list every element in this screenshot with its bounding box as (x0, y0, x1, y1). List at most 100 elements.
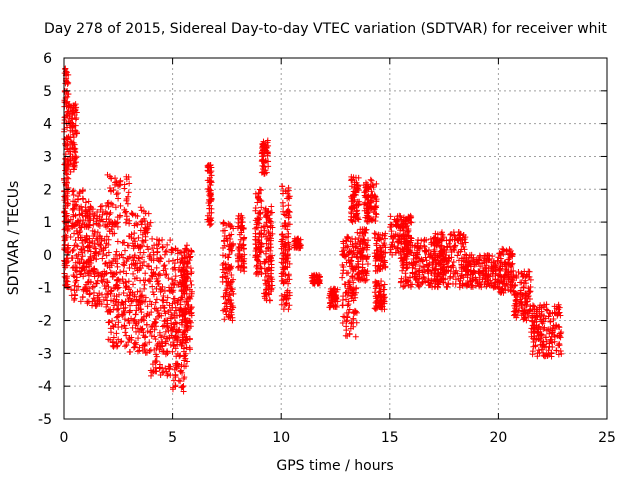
data-point (155, 310, 162, 317)
data-point (132, 339, 139, 346)
data-point (181, 284, 188, 291)
data-point (106, 319, 113, 326)
data-point (141, 258, 148, 265)
data-point (222, 252, 229, 259)
data-point (155, 271, 162, 278)
data-point (155, 280, 162, 287)
data-point (286, 302, 293, 309)
data-point (86, 270, 93, 277)
data-point (105, 336, 112, 343)
data-points (61, 65, 565, 395)
data-point (69, 264, 76, 271)
data-point (549, 343, 556, 350)
data-point (346, 277, 353, 284)
data-point (122, 219, 129, 226)
data-point (236, 244, 243, 251)
data-point (153, 275, 160, 282)
data-point (149, 288, 156, 295)
data-point (129, 324, 136, 331)
data-point (73, 287, 80, 294)
data-point (349, 287, 356, 294)
data-point (224, 282, 231, 289)
data-point (65, 161, 72, 168)
data-point (347, 216, 354, 223)
data-point (135, 335, 142, 342)
data-point (180, 280, 187, 287)
data-point (221, 300, 228, 307)
data-point (220, 307, 227, 314)
data-point (110, 297, 117, 304)
data-point (152, 320, 159, 327)
data-point (84, 300, 91, 307)
data-point (70, 272, 77, 279)
data-point (168, 311, 175, 318)
data-point (343, 296, 350, 303)
data-point (208, 195, 215, 202)
data-point (177, 352, 184, 359)
data-point (108, 287, 115, 294)
data-point (98, 273, 105, 280)
data-point (285, 193, 292, 200)
data-point (285, 239, 292, 246)
data-point (124, 242, 131, 249)
y-tick-label: 1 (43, 215, 52, 231)
data-point (260, 223, 267, 230)
data-point (257, 247, 264, 254)
data-point (148, 323, 155, 330)
data-point (82, 288, 89, 295)
data-point (331, 297, 338, 304)
data-point (144, 243, 151, 250)
data-point (226, 263, 233, 270)
data-point (142, 277, 149, 284)
data-point (132, 242, 139, 249)
data-point (65, 175, 72, 182)
data-point (262, 250, 269, 257)
data-point (95, 294, 102, 301)
data-point (206, 202, 213, 209)
data-point (153, 296, 160, 303)
data-point (128, 337, 135, 344)
data-point (90, 283, 97, 290)
data-point (112, 251, 119, 258)
data-point (148, 301, 155, 308)
data-point (152, 299, 159, 306)
y-tick-label: -5 (38, 412, 52, 428)
data-point (348, 210, 355, 217)
data-point (149, 369, 156, 376)
data-point (85, 198, 92, 205)
data-point (69, 206, 76, 213)
data-point (283, 254, 290, 261)
data-point (280, 203, 287, 210)
data-point (89, 206, 96, 213)
data-point (186, 254, 193, 261)
data-point (87, 290, 94, 297)
data-point (148, 309, 155, 316)
data-point (185, 295, 192, 302)
data-point (174, 250, 181, 257)
data-point (72, 101, 79, 108)
data-point (343, 237, 350, 244)
data-point (241, 268, 248, 275)
data-point (279, 238, 286, 245)
data-point (179, 332, 186, 339)
data-point (67, 138, 74, 145)
data-point (122, 325, 129, 332)
data-point (265, 228, 272, 235)
data-point (128, 298, 135, 305)
data-point (186, 335, 193, 342)
data-point (339, 270, 346, 277)
data-point (163, 271, 170, 278)
data-point (343, 323, 350, 330)
data-point (64, 166, 71, 173)
data-point (254, 256, 261, 263)
x-tick-label: 0 (60, 430, 69, 446)
data-point (90, 289, 97, 296)
data-point (67, 119, 74, 126)
data-point (123, 332, 130, 339)
data-point (238, 253, 245, 260)
data-point (169, 348, 176, 355)
data-point (125, 189, 132, 196)
data-point (186, 324, 193, 331)
data-point (260, 162, 267, 169)
data-point (125, 278, 132, 285)
